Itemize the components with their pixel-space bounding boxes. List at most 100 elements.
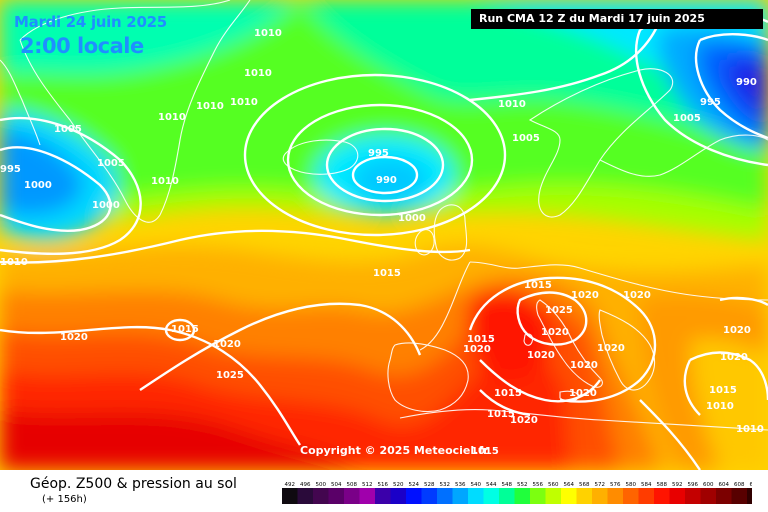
scale-label: 560: [548, 482, 559, 488]
forecast-time: 2:00 locale: [20, 34, 144, 58]
pressure-label: 1025: [216, 370, 244, 381]
pressure-label: 990: [736, 77, 757, 88]
pressure-label: 1010: [254, 28, 282, 39]
scale-label: 552: [517, 482, 528, 488]
scale-label: 596: [688, 482, 699, 488]
pressure-labels: 1010 1010 1010 1010 1010 1010 1005 1005 …: [0, 28, 764, 457]
pressure-label: 1000: [24, 180, 52, 191]
scale-swatch: [437, 488, 453, 504]
scale-swatch: [685, 488, 701, 504]
scale-swatch: [623, 488, 639, 504]
pressure-label: 1005: [97, 158, 125, 169]
scale-label: 592: [672, 482, 683, 488]
pressure-label: 1025: [545, 305, 573, 316]
pressure-label: 1010: [498, 99, 526, 110]
scale-swatch: [313, 488, 329, 504]
weather-map: 1010 1010 1010 1010 1010 1010 1005 1005 …: [0, 0, 768, 470]
scale-label: 564: [564, 482, 575, 488]
pressure-label: 1000: [92, 200, 120, 211]
scale-label: 492: [285, 482, 296, 488]
scale-swatch: [282, 488, 298, 504]
pressure-label: 1015: [467, 334, 495, 345]
scale-swatch: [747, 488, 752, 504]
pressure-label: 1015: [471, 446, 499, 457]
scale-swatch: [576, 488, 592, 504]
pressure-label: 1010: [230, 97, 258, 108]
scale-label: 508: [347, 482, 358, 488]
pressure-label: 1010: [0, 257, 28, 268]
pressure-label: 1015: [171, 324, 199, 335]
scale-swatch: [561, 488, 577, 504]
scale-label: 512: [362, 482, 373, 488]
scale-label: 520: [393, 482, 404, 488]
copyright: Copyright © 2025 Meteociel.fr: [300, 444, 489, 457]
pressure-label: 1020: [623, 290, 651, 301]
pressure-label: 1015: [487, 409, 515, 420]
pressure-label: 1005: [54, 124, 82, 135]
pressure-label: 1010: [151, 176, 179, 187]
pressure-label: 1005: [673, 113, 701, 124]
scale-label: 548: [502, 482, 513, 488]
scale-swatch: [592, 488, 608, 504]
scale-label: 600: [703, 482, 714, 488]
pressure-label: 1010: [158, 112, 186, 123]
scale-label: 528: [424, 482, 435, 488]
scale-swatch: [421, 488, 437, 504]
pressure-label: 1015: [709, 385, 737, 396]
scale-label: 568: [579, 482, 590, 488]
pressure-label: 1015: [524, 280, 552, 291]
scale-label: 612: [750, 482, 752, 488]
pressure-label: 1020: [571, 290, 599, 301]
scale-label: 588: [657, 482, 668, 488]
scale-swatch: [731, 488, 747, 504]
pressure-label: 1020: [720, 352, 748, 363]
pressure-label: 1020: [510, 415, 538, 426]
scale-swatch: [545, 488, 561, 504]
pressure-label: 1020: [541, 327, 569, 338]
scale-swatch: [328, 488, 344, 504]
legend-subtitle: (+ 156h): [42, 494, 87, 505]
pressure-label: 1020: [723, 325, 751, 336]
scale-swatch: [406, 488, 422, 504]
scale-swatch: [390, 488, 406, 504]
pressure-label: 1010: [196, 101, 224, 112]
pressure-label: 995: [700, 97, 721, 108]
scale-label: 580: [626, 482, 637, 488]
pressure-label: 1020: [569, 388, 597, 399]
pressure-label: 1010: [736, 424, 764, 435]
legend-footer: Géop. Z500 & pression au sol (+ 156h) 49…: [0, 470, 768, 512]
scale-swatch: [607, 488, 623, 504]
pressure-label: 1020: [570, 360, 598, 371]
scale-swatch: [468, 488, 484, 504]
scale-swatch: [716, 488, 732, 504]
scale-swatch: [359, 488, 375, 504]
scale-swatch: [297, 488, 313, 504]
scale-swatch: [669, 488, 685, 504]
scale-swatch: [375, 488, 391, 504]
scale-swatch: [638, 488, 654, 504]
geopotential-field: 1010 1010 1010 1010 1010 1010 1005 1005 …: [0, 0, 768, 470]
scale-label: 500: [316, 482, 327, 488]
scale-label: 532: [440, 482, 451, 488]
pressure-label: 995: [368, 148, 389, 159]
scale-swatch: [344, 488, 360, 504]
scale-label: 540: [471, 482, 482, 488]
pressure-label: 1010: [244, 68, 272, 79]
scale-swatch: [499, 488, 515, 504]
scale-label: 536: [455, 482, 466, 488]
scale-label: 576: [610, 482, 621, 488]
scale-swatch: [483, 488, 499, 504]
scale-label: 556: [533, 482, 544, 488]
scale-label: 496: [300, 482, 311, 488]
scale-label: 544: [486, 482, 497, 488]
pressure-label: 1020: [527, 350, 555, 361]
scale-swatch: [514, 488, 530, 504]
forecast-date: Mardi 24 juin 2025: [14, 13, 167, 31]
pressure-label: 1020: [60, 332, 88, 343]
pressure-label: 995: [0, 164, 21, 175]
pressure-label: 1020: [463, 344, 491, 355]
pressure-label: 1020: [213, 339, 241, 350]
legend-title: Géop. Z500 & pression au sol: [30, 476, 237, 492]
field-bands: [0, 0, 768, 470]
pressure-label: 990: [376, 175, 397, 186]
